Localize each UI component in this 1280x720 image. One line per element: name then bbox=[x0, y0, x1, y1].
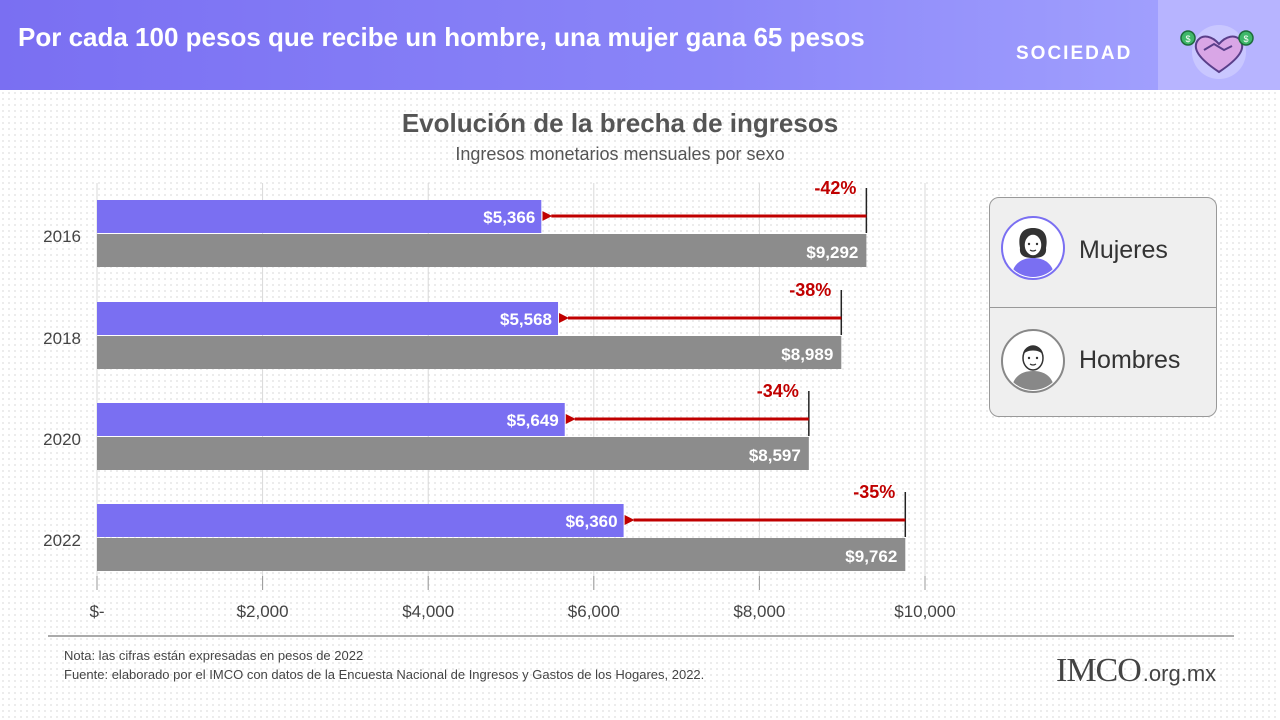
x-tick-label: $6,000 bbox=[568, 602, 620, 621]
data-label-mujeres: $5,568 bbox=[500, 310, 552, 329]
imco-logo: IMCO.org.mx bbox=[1056, 652, 1216, 692]
page-title: Por cada 100 pesos que recibe un hombre,… bbox=[18, 22, 865, 52]
gap-label: -35% bbox=[853, 482, 895, 502]
svg-text:$: $ bbox=[1185, 34, 1190, 44]
footer-divider bbox=[48, 635, 1234, 637]
data-label-hombres: $9,292 bbox=[806, 243, 858, 262]
category-label: 2018 bbox=[43, 329, 81, 348]
bar-hombres bbox=[97, 336, 842, 369]
svg-text:$: $ bbox=[1243, 34, 1248, 44]
handshake-money-heart-icon: $ $ bbox=[1180, 25, 1254, 79]
x-tick-label: $10,000 bbox=[894, 602, 955, 621]
bar-mujeres bbox=[97, 403, 565, 436]
legend: Mujeres Hombres bbox=[989, 197, 1217, 417]
header-banner: Por cada 100 pesos que recibe un hombre,… bbox=[0, 0, 1280, 90]
data-label-hombres: $8,597 bbox=[749, 446, 801, 465]
man-avatar-icon bbox=[1001, 329, 1065, 393]
bar-mujeres bbox=[97, 504, 624, 537]
x-tick-label: $4,000 bbox=[402, 602, 454, 621]
data-label-mujeres: $6,360 bbox=[566, 512, 618, 531]
category-label: 2020 bbox=[43, 430, 81, 449]
gap-label: -38% bbox=[789, 280, 831, 300]
footer-note: Nota: las cifras están expresadas en pes… bbox=[64, 648, 364, 663]
bar-hombres bbox=[97, 538, 906, 571]
category-label: 2022 bbox=[43, 531, 81, 550]
data-label-hombres: $9,762 bbox=[845, 547, 897, 566]
category-label: 2016 bbox=[43, 227, 81, 246]
data-label-hombres: $8,989 bbox=[781, 345, 833, 364]
chart-subtitle: Ingresos monetarios mensuales por sexo bbox=[455, 144, 785, 164]
bar-mujeres bbox=[97, 200, 542, 233]
woman-avatar-icon bbox=[1001, 216, 1065, 280]
legend-divider bbox=[990, 307, 1216, 308]
x-tick-label: $- bbox=[89, 602, 104, 621]
bar-mujeres bbox=[97, 302, 559, 335]
legend-label-mujeres: Mujeres bbox=[1079, 236, 1168, 264]
x-tick-label: $2,000 bbox=[237, 602, 289, 621]
section-label: SOCIEDAD bbox=[1016, 43, 1133, 64]
gap-label: -42% bbox=[814, 178, 856, 198]
logo-suffix-text: .org.mx bbox=[1142, 661, 1217, 686]
chart-title: Evolución de la brecha de ingresos bbox=[401, 108, 839, 138]
data-label-mujeres: $5,649 bbox=[507, 411, 559, 430]
x-tick-label: $8,000 bbox=[733, 602, 785, 621]
bar-hombres bbox=[97, 234, 867, 267]
footer-source: Fuente: elaborado por el IMCO con datos … bbox=[64, 667, 705, 682]
bar-hombres bbox=[97, 437, 809, 470]
data-label-mujeres: $5,366 bbox=[483, 208, 535, 227]
section-icon-box: $ $ bbox=[1158, 0, 1280, 90]
legend-label-hombres: Hombres bbox=[1079, 346, 1181, 374]
gap-label: -34% bbox=[757, 381, 799, 401]
logo-main-text: IMCO bbox=[1056, 652, 1142, 689]
